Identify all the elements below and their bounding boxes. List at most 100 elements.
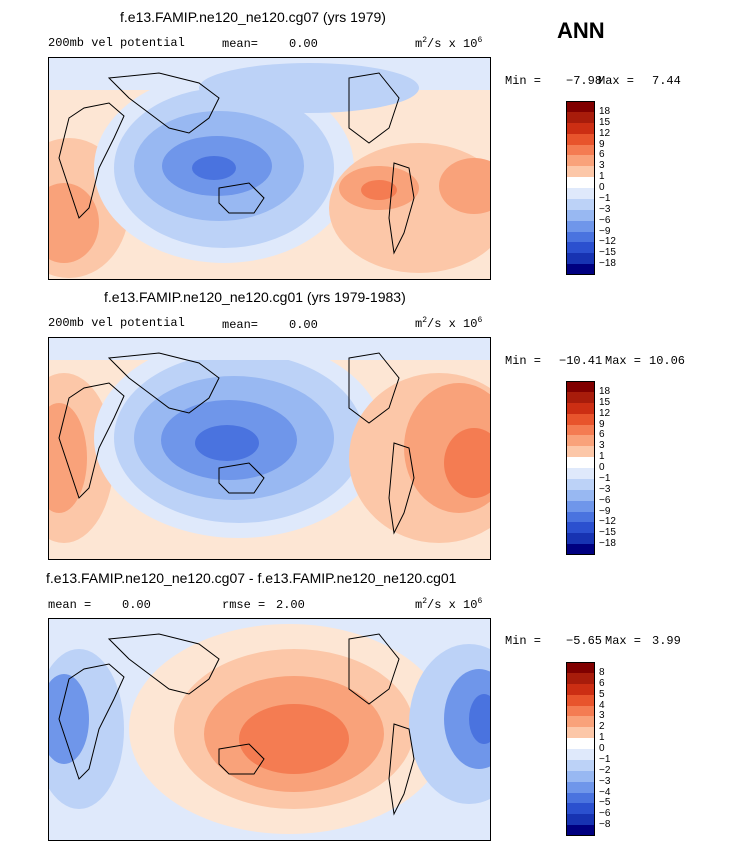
colorbar-tick-label: 12	[599, 127, 611, 139]
panel1-max-label: Max =	[598, 74, 635, 88]
colorbar-swatch	[566, 264, 595, 275]
colorbar-swatch	[566, 402, 595, 414]
colorbar-swatch	[566, 489, 595, 501]
colorbar-tick-label: −3	[599, 203, 611, 215]
colorbar-swatch	[566, 672, 595, 684]
colorbar-swatch	[566, 166, 595, 178]
colorbar-swatch	[566, 122, 595, 134]
colorbar-swatch	[566, 424, 595, 436]
colorbar-tick-label: 9	[599, 138, 605, 150]
panel1-north-low	[199, 63, 419, 113]
panel1-pacific-low-center	[192, 156, 236, 180]
panel3-australia-coast	[218, 743, 265, 775]
panel1-australia-coast	[218, 182, 265, 214]
panel2-north-band	[49, 338, 490, 360]
colorbar-tick-label: −9	[599, 225, 611, 237]
colorbar-swatch	[566, 220, 595, 232]
panel3-min-value: −5.65	[566, 634, 603, 648]
colorbar-tick-label: 0	[599, 743, 605, 754]
panel1-mean-label: mean=	[222, 37, 259, 51]
colorbar-swatch	[566, 435, 595, 447]
panel2-mean-value: 0.00	[289, 318, 318, 332]
panel2-contour-plot	[49, 338, 490, 559]
colorbar-swatch	[566, 446, 595, 458]
colorbar-swatch	[566, 694, 595, 706]
panel1-samerica-coast	[388, 162, 415, 255]
panel1-asia-coast	[107, 72, 220, 134]
panel2-pacific-low-center	[195, 425, 259, 461]
colorbar-tick-label: −2	[599, 764, 611, 776]
colorbar-tick-label: −6	[599, 214, 611, 226]
colorbar-swatch	[566, 683, 595, 695]
colorbar-tick-label: 9	[599, 418, 605, 430]
colorbar-tick-label: −15	[599, 247, 616, 259]
colorbar-tick-label: 15	[599, 396, 611, 408]
panel1-colorbar: 18 15 12 9 6 3 1 0 −1 −3 −6 −9 −12 −15 −18	[566, 101, 636, 275]
colorbar-swatch	[566, 727, 595, 739]
panel2-asia-coast	[107, 352, 220, 414]
colorbar-swatch	[566, 177, 595, 188]
colorbar-tick-label: 18	[599, 385, 611, 397]
panel2-min-value: −10.41	[559, 354, 603, 368]
colorbar-tick-label: −6	[599, 494, 611, 506]
colorbar-swatch	[566, 231, 595, 243]
colorbar-tick-label: −18	[599, 258, 616, 270]
panel1-mean-value: 0.00	[289, 37, 318, 51]
panel1-atlantic-core	[361, 180, 397, 200]
colorbar-swatch	[566, 457, 595, 468]
colorbar-tick-label: −15	[599, 527, 616, 539]
colorbar-tick-label: −3	[599, 483, 611, 495]
panel3-map	[48, 618, 491, 841]
panel2-map	[48, 337, 491, 560]
colorbar-tick-label: 6	[599, 429, 605, 441]
panel3-units: m2/s x 106	[415, 597, 483, 612]
panel1-min-value: −7.98	[566, 74, 603, 88]
panel3-africa-coast	[58, 663, 125, 780]
colorbar-swatch	[566, 209, 595, 221]
colorbar-tick-label: 3	[599, 710, 605, 722]
panel3-rmse-value: 2.00	[276, 598, 305, 612]
panel2-colorbar: 18 15 12 9 6 3 1 0 −1 −3 −6 −9 −12 −15 −18	[566, 381, 636, 555]
colorbar-tick-label: 6	[599, 149, 605, 161]
colorbar-tick-label: 1	[599, 451, 605, 463]
colorbar-tick-label: −1	[599, 192, 611, 204]
colorbar-swatch	[566, 716, 595, 728]
colorbar-swatch	[566, 188, 595, 199]
colorbar-tick-label: 3	[599, 160, 605, 172]
colorbar-tick-label: −12	[599, 516, 616, 528]
colorbar-tick-label: 0	[599, 182, 605, 193]
panel2-field-label: 200mb vel potential	[48, 316, 185, 330]
panel3-mean-value: 0.00	[122, 598, 151, 612]
panel1-title: f.e13.FAMIP.ne120_ne120.cg07 (yrs 1979)	[120, 9, 386, 25]
colorbar-tick-label: −6	[599, 808, 611, 820]
colorbar-swatch	[566, 478, 595, 490]
colorbar-swatch	[566, 198, 595, 210]
colorbar-swatch	[566, 144, 595, 156]
panel3-africa-low-core	[49, 674, 89, 764]
colorbar-swatch	[566, 133, 595, 145]
panel3-max-label: Max =	[605, 634, 642, 648]
colorbar-swatch	[566, 792, 595, 804]
panel1-units: m2/s x 106	[415, 36, 483, 51]
colorbar-swatch	[566, 101, 595, 112]
colorbar-swatch	[566, 738, 595, 749]
panel1-min-label: Min =	[505, 74, 542, 88]
panel3-mean-label: mean =	[48, 598, 92, 612]
panel2-max-label: Max =	[605, 354, 642, 368]
colorbar-swatch	[566, 155, 595, 167]
colorbar-tick-label: 2	[599, 721, 605, 733]
panel3-namerica-coast	[348, 633, 400, 705]
colorbar-swatch	[566, 814, 595, 826]
panel2-namerica-coast	[348, 352, 400, 424]
colorbar-swatch	[566, 253, 595, 265]
panel1-field-label: 200mb vel potential	[48, 36, 185, 50]
panel1-contour-plot	[49, 58, 490, 279]
colorbar-swatch	[566, 770, 595, 782]
panel3-atlantic-low-core	[444, 669, 490, 769]
colorbar-swatch	[566, 500, 595, 512]
colorbar-swatch	[566, 111, 595, 123]
panel2-mean-label: mean=	[222, 318, 259, 332]
colorbar-tick-label: 4	[599, 699, 605, 711]
panel1-namerica-coast	[348, 72, 400, 144]
panel3-pacific-high-core	[239, 704, 349, 774]
